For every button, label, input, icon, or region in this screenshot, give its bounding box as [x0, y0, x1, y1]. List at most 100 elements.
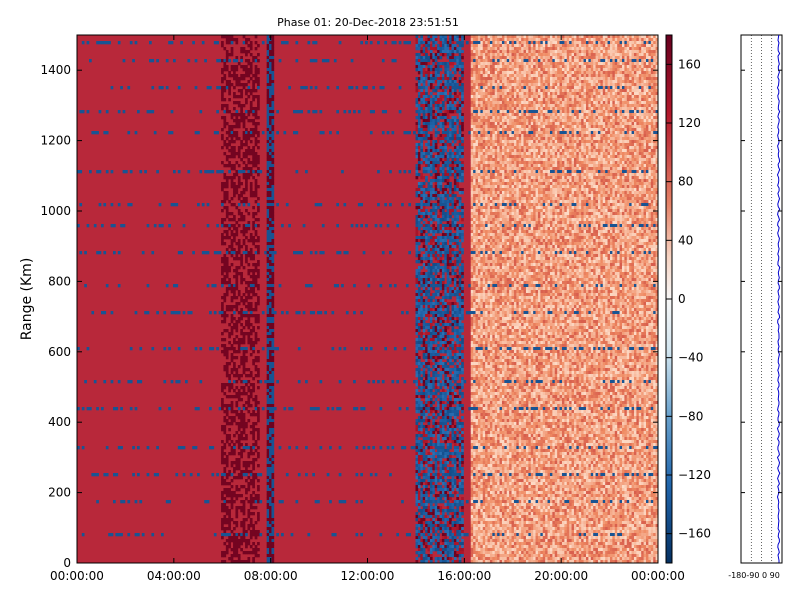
heatmap-cell	[609, 164, 613, 168]
heatmap-cell	[542, 62, 546, 66]
heatmap-cell	[554, 95, 558, 99]
heatmap-cell	[422, 92, 426, 96]
heatmap-cell	[223, 104, 227, 108]
heatmap-cell	[489, 41, 493, 45]
heatmap-cell	[564, 77, 568, 81]
heatmap-cell	[528, 143, 532, 147]
heatmap-cell	[422, 128, 426, 132]
heatmap-cell	[511, 134, 515, 138]
heatmap-cell	[545, 125, 548, 129]
heatmap-cell	[453, 50, 457, 54]
heatmap-cell	[540, 152, 544, 156]
heatmap-cell	[482, 125, 486, 129]
heatmap-cell	[489, 134, 493, 138]
heatmap-cell	[516, 89, 520, 93]
heatmap-cell	[501, 125, 505, 129]
heatmap-cell	[581, 50, 584, 54]
heatmap-cell	[614, 71, 618, 75]
heatmap-cell	[473, 38, 476, 42]
heatmap-cell	[559, 59, 563, 63]
heatmap-cell	[456, 95, 460, 99]
heatmap-cell	[420, 47, 424, 51]
heatmap-cell	[521, 80, 524, 84]
heatmap-cell	[612, 167, 616, 171]
heatmap-cell	[573, 74, 577, 78]
heatmap-cell	[593, 167, 596, 171]
heatmap-cell	[542, 161, 546, 165]
heatmap-cell	[571, 104, 575, 108]
heatmap-cell	[237, 77, 241, 81]
heatmap-cell	[646, 89, 649, 93]
heatmap-cell	[509, 170, 512, 174]
heatmap-cell	[295, 41, 299, 45]
heatmap-cell	[583, 65, 587, 69]
heatmap-cell	[480, 44, 484, 48]
heatmap-cell	[233, 113, 236, 117]
heatmap-cell	[504, 68, 508, 72]
heatmap-cell	[506, 116, 510, 120]
heatmap-cell	[453, 68, 457, 72]
heatmap-cell	[492, 38, 496, 42]
heatmap-cell	[487, 77, 491, 81]
heatmap-cell	[245, 101, 248, 105]
heatmap-cell	[566, 65, 570, 69]
heatmap-cell	[576, 125, 580, 129]
heatmap-cell	[485, 104, 488, 108]
heatmap-cell	[525, 77, 529, 81]
heatmap-cell	[475, 68, 479, 72]
heatmap-cell	[429, 47, 433, 51]
heatmap-cell	[542, 47, 546, 51]
heatmap-cell	[482, 164, 486, 168]
heatmap-cell	[643, 95, 647, 99]
heatmap-cell	[475, 116, 479, 120]
heatmap-cell	[523, 158, 527, 162]
heatmap-cell	[569, 83, 572, 87]
heatmap-cell	[269, 128, 272, 132]
heatmap-cell	[266, 56, 270, 60]
heatmap-cell	[518, 71, 522, 75]
heatmap-cell	[614, 152, 618, 156]
heatmap-cell	[504, 146, 508, 150]
heatmap-cell	[633, 77, 637, 81]
heatmap-cell	[650, 134, 654, 138]
heatmap-cell	[473, 152, 476, 156]
heatmap-cell	[593, 101, 596, 105]
heatmap-cell	[257, 53, 260, 57]
heatmap-cell	[485, 152, 488, 156]
heatmap-cell	[461, 140, 464, 144]
heatmap-cell	[513, 143, 517, 147]
heatmap-cell	[585, 158, 589, 162]
heatmap-cell	[626, 101, 630, 105]
heatmap-cell	[437, 140, 440, 144]
heatmap-cell	[564, 113, 568, 117]
heatmap-cell	[609, 89, 613, 93]
heatmap-cell	[437, 116, 440, 120]
heatmap-cell	[415, 83, 419, 87]
heatmap-cell	[415, 98, 419, 102]
heatmap-cell	[504, 134, 508, 138]
heatmap-cell	[564, 140, 568, 144]
heatmap-cell	[271, 161, 275, 165]
heatmap-cell	[612, 47, 616, 51]
heatmap-cell	[504, 110, 508, 114]
heatmap-cell	[477, 101, 481, 105]
heatmap-cell	[233, 125, 236, 129]
heatmap-cell	[269, 140, 272, 144]
heatmap-cell	[619, 92, 623, 96]
heatmap-cell	[477, 80, 481, 84]
heatmap-cell	[650, 101, 654, 105]
heatmap-cell	[609, 71, 613, 75]
heatmap-cell	[646, 38, 649, 42]
heatmap-cell	[504, 137, 508, 141]
heatmap-cell	[247, 50, 251, 54]
heatmap-cell	[497, 92, 500, 96]
heatmap-cell	[626, 137, 630, 141]
heatmap-cell	[461, 41, 464, 45]
heatmap-cell	[573, 119, 577, 123]
heatmap-cell	[633, 137, 637, 141]
heatmap-cell	[235, 68, 239, 72]
heatmap-cell	[614, 155, 618, 159]
heatmap-cell	[266, 128, 270, 132]
heatmap-cell	[485, 80, 488, 84]
heatmap-cell	[333, 59, 337, 63]
